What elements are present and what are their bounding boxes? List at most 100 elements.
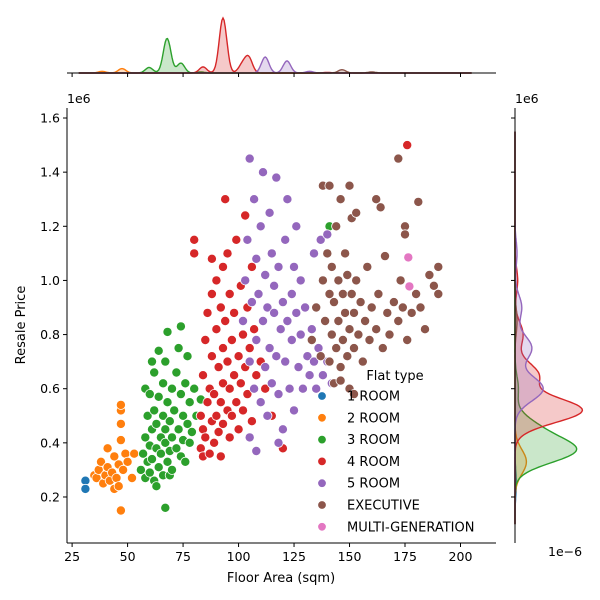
scatter-point (335, 375, 346, 386)
scatter-point (273, 389, 284, 400)
scatter-point (217, 261, 228, 272)
scatter-point (115, 418, 126, 429)
scatter-point (308, 356, 319, 367)
legend-label: 5 ROOM (347, 477, 400, 492)
legend-marker (317, 522, 327, 532)
legend-marker (317, 456, 327, 467)
scatter-point (346, 288, 357, 299)
scatter-point (251, 253, 262, 264)
scatter-point (222, 248, 233, 259)
scatter-point (200, 432, 211, 443)
y-axis-label: Resale Price (14, 286, 29, 365)
scatter-point (237, 405, 248, 416)
scatter-point (357, 356, 368, 367)
scatter-point (264, 207, 275, 218)
scatter-point (284, 383, 295, 394)
y-tick-label: 0.4 (40, 435, 60, 450)
scatter-point (424, 269, 435, 280)
scatter-point (362, 261, 373, 272)
scatter-point (249, 194, 260, 205)
scatter-point (317, 275, 328, 286)
scatter-point (224, 383, 235, 394)
scatter-point (275, 324, 286, 335)
scatter-point (118, 464, 129, 475)
scatter-point (351, 275, 362, 286)
scatter-point (286, 334, 297, 345)
top-kde-line (78, 37, 472, 74)
scatter-point (111, 472, 122, 483)
scatter-point (433, 288, 444, 299)
scatter-point (197, 370, 208, 381)
scatter-point (175, 389, 186, 400)
scatter-point (324, 288, 335, 299)
scatter-point (395, 275, 406, 286)
scatter-point (293, 362, 304, 373)
scatter-point (300, 302, 311, 313)
top-kde-line (78, 16, 472, 74)
right-marginal-density-offset-text: 1e−6 (548, 544, 582, 559)
scatter-point (308, 248, 319, 259)
scatter-point (335, 194, 346, 205)
scatter-point (80, 483, 91, 494)
legend-item: 3 ROOM (317, 433, 400, 448)
scatter-point (209, 437, 220, 448)
right-kde-fill (515, 131, 577, 525)
y-tick-label: 1.6 (40, 111, 60, 126)
scatter-point (153, 391, 164, 402)
legend-label: EXECUTIVE (347, 499, 420, 514)
scatter-point (129, 448, 140, 459)
scatter-point (162, 326, 173, 337)
scatter-point (306, 334, 317, 345)
scatter-point (246, 297, 257, 308)
scatter-point (215, 302, 226, 313)
scatter-point (158, 410, 169, 421)
scatter-point (171, 367, 182, 378)
scatter-point (402, 140, 413, 151)
scatter-point (115, 399, 126, 410)
y-tick-label: 1.2 (40, 219, 60, 234)
scatter-point (371, 194, 382, 205)
scatter-point (337, 288, 348, 299)
scatter-point (366, 302, 377, 313)
scatter-point (288, 405, 299, 416)
scatter-point (255, 221, 266, 232)
scatter-point (288, 261, 299, 272)
scatter-point (333, 275, 344, 286)
scatter-point (209, 389, 220, 400)
right-kde-fill (515, 131, 583, 525)
scatter-point (162, 397, 173, 408)
scatter-point (217, 343, 228, 354)
scatter-point (166, 432, 177, 443)
scatter-point (253, 288, 264, 299)
x-tick-label: 150 (338, 549, 362, 564)
scatter-point (342, 351, 353, 362)
x-axis-label: Floor Area (sqm) (227, 571, 335, 586)
axes: 25 50 75 100 125 150 175 200 0.2 0.4 0.6 0.8 1.0 1.2 1… (40, 72, 516, 564)
scatter-point (331, 343, 342, 354)
x-tick-label: 125 (282, 549, 306, 564)
scatter-point (142, 410, 153, 421)
scatter-point (260, 362, 271, 373)
scatter-point (311, 383, 322, 394)
scatter-point (419, 324, 430, 335)
scatter-point (231, 234, 242, 245)
scatter-point (160, 424, 171, 435)
scatter-point (326, 261, 337, 272)
x-tick-label: 175 (393, 549, 417, 564)
scatter-point (371, 324, 382, 335)
scatter-point (403, 252, 414, 263)
scatter-point (324, 356, 335, 367)
scatter-point (222, 356, 233, 367)
scatter-point (200, 334, 211, 345)
scatter-point (122, 456, 133, 467)
legend-label: MULTI-GENERATION (347, 520, 474, 535)
scatter-points (80, 140, 444, 516)
scatter-point (355, 297, 366, 308)
top-kde-fill (78, 57, 472, 73)
scatter-point (364, 334, 375, 345)
scatter-point (413, 196, 424, 207)
scatter-point (109, 451, 120, 462)
top-kde-line (78, 56, 472, 74)
scatter-point (235, 378, 246, 389)
scatter-point (286, 288, 297, 299)
